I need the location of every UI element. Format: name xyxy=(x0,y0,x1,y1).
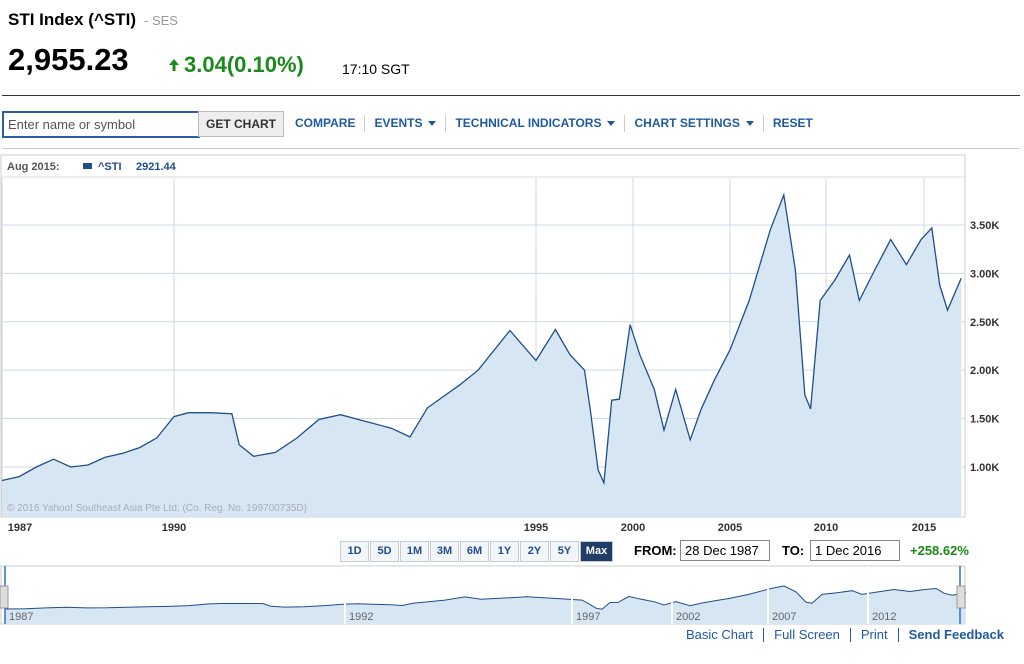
x-tick-label: 2010 xyxy=(814,522,838,534)
exchange: - SES xyxy=(144,13,178,28)
range-button[interactable]: 1M xyxy=(400,541,429,562)
range-button[interactable]: 1D xyxy=(340,541,369,562)
selection-handle[interactable] xyxy=(0,585,9,609)
legend-name: ^STI xyxy=(98,161,122,173)
x-tick-label: 2015 xyxy=(912,522,936,534)
search-input[interactable]: Enter name or symbol xyxy=(2,111,200,138)
title: STI Index (^STI) - SES xyxy=(8,10,178,30)
navigator-label: 2012 xyxy=(872,611,896,623)
navigator-label: 1997 xyxy=(576,611,600,623)
range-button[interactable]: 5Y xyxy=(550,541,579,562)
y-tick-label: 1.50K xyxy=(970,414,999,426)
menu-item[interactable]: COMPARE xyxy=(295,116,356,130)
y-tick-label: 3.00K xyxy=(970,268,999,280)
x-tick-label: 1990 xyxy=(162,522,186,534)
time: 17:10 SGT xyxy=(342,61,410,77)
menu-item[interactable]: CHART SETTINGS xyxy=(624,115,762,132)
footer-link[interactable]: Full Screen xyxy=(763,628,850,642)
up-arrow xyxy=(169,59,179,71)
footer: Basic Chart Full Screen Print Send Feedback xyxy=(676,628,1004,642)
range-button[interactable]: 1Y xyxy=(490,541,519,562)
from-label: FROM: xyxy=(634,543,677,558)
x-tick-label: 2005 xyxy=(718,522,742,534)
footer-link[interactable]: Send Feedback xyxy=(897,628,1004,642)
change-value: 3.04 xyxy=(184,52,227,77)
footer-link[interactable]: Print xyxy=(849,628,898,642)
navigator-label: 2007 xyxy=(772,611,796,623)
from-input[interactable]: 28 Dec 1987 xyxy=(680,540,770,561)
selection-handle[interactable] xyxy=(956,585,966,609)
price: 2,955.23 xyxy=(8,42,129,77)
x-tick-label: 1987 xyxy=(8,522,32,534)
change: 3.04(0.10%) xyxy=(184,52,304,78)
navigator-label: 1987 xyxy=(9,611,33,623)
area xyxy=(2,194,962,517)
divider xyxy=(2,95,1020,96)
legend-value: 2921.44 xyxy=(136,161,177,173)
navigator-label: 1992 xyxy=(349,611,373,623)
range-button[interactable]: 6M xyxy=(460,541,489,562)
line xyxy=(1,192,962,486)
navigator-line xyxy=(4,585,967,610)
range-change: +258.62% xyxy=(910,543,969,558)
change-percent: (0.10%) xyxy=(226,52,304,77)
y-tick-label: 3.50K xyxy=(970,220,999,232)
x-tick-label: 1995 xyxy=(524,522,548,534)
range-button[interactable]: 3M xyxy=(430,541,459,562)
navigator-area xyxy=(5,585,966,624)
get-chart-button[interactable]: GET CHART xyxy=(198,111,284,137)
range-button[interactable]: 5D xyxy=(370,541,399,562)
x-tick-label: 2000 xyxy=(621,522,645,534)
to-input[interactable]: 1 Dec 2016 xyxy=(810,540,900,561)
footer-link[interactable]: Basic Chart xyxy=(685,627,754,642)
y-tick-label: 2.00K xyxy=(970,365,999,377)
y-tick-label: 1.00K xyxy=(970,462,999,474)
legend-swatch xyxy=(83,163,92,169)
range-buttons: 1D 5D 1M 3M 6M 1Y 2Y 5Y Max xyxy=(340,541,614,562)
y-tick-label: 2.50K xyxy=(970,317,999,329)
menu: COMPARE EVENTS TECHNICAL INDICATORS CHART S… xyxy=(286,115,822,132)
menu-item[interactable]: EVENTS xyxy=(364,115,445,132)
navigator-label: 2002 xyxy=(676,611,700,623)
range-button[interactable]: Max xyxy=(580,541,613,562)
to-label: TO: xyxy=(782,543,805,558)
menu-item[interactable]: RESET xyxy=(762,115,822,132)
menu-item[interactable]: TECHNICAL INDICATORS xyxy=(445,115,624,132)
copyright: © 2016 Yahoo! Southeast Asia Pte Ltd. (C… xyxy=(7,503,307,514)
divider xyxy=(2,148,1020,149)
range-button[interactable]: 2Y xyxy=(520,541,549,562)
legend-date: Aug 2015: xyxy=(7,161,60,173)
symbol-title: STI Index (^STI) xyxy=(8,10,136,29)
